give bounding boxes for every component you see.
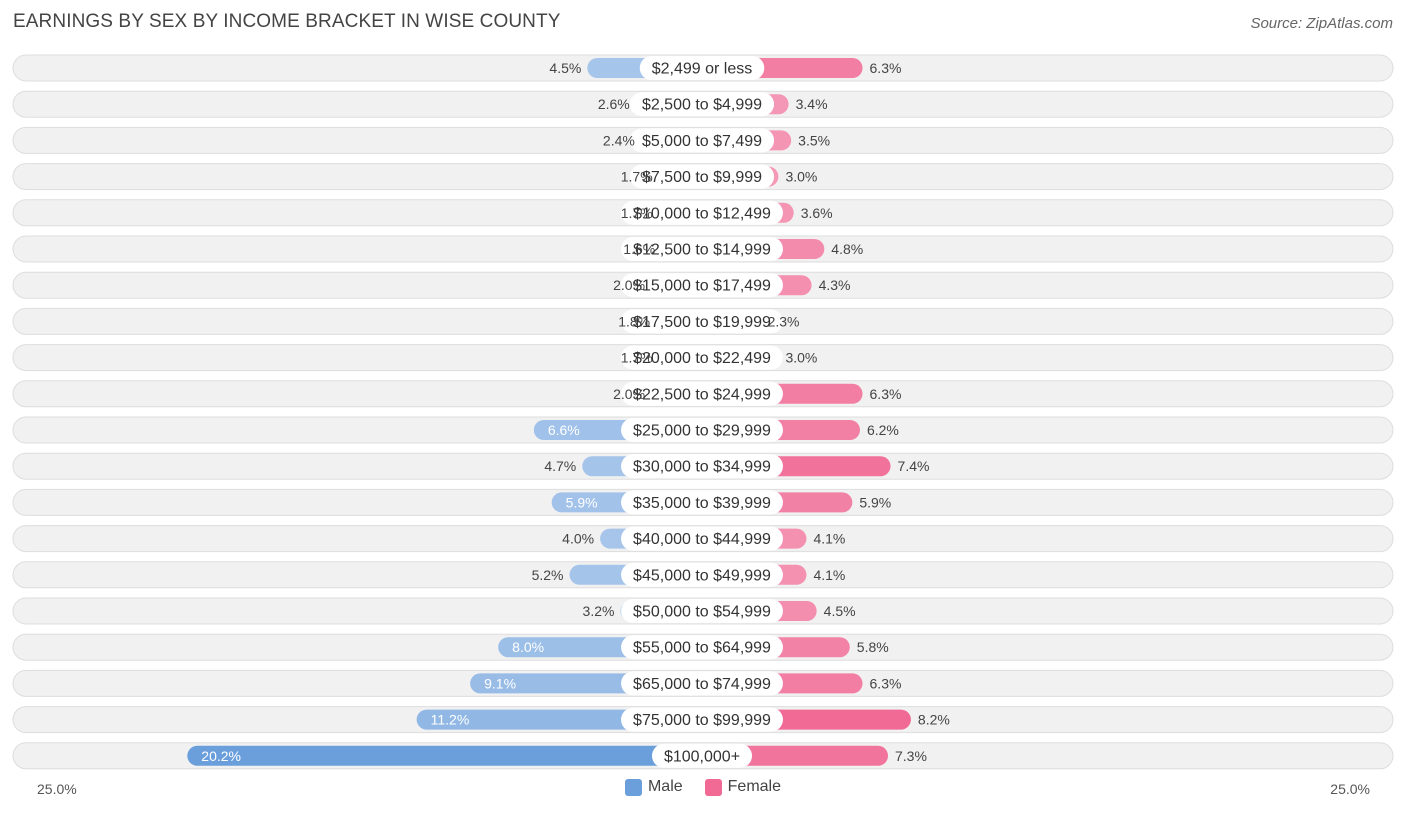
value-label-female: 8.2%	[918, 712, 950, 728]
value-label-male: 11.2%	[431, 712, 470, 728]
value-label-female: 3.0%	[785, 350, 817, 366]
category-pill	[621, 671, 783, 696]
value-label-male: 20.2%	[201, 748, 241, 764]
value-label-female: 2.3%	[768, 313, 800, 329]
value-label-male: 4.5%	[549, 60, 581, 76]
category-pill	[621, 345, 783, 370]
category-pill	[621, 599, 783, 623]
value-label-female: 6.3%	[870, 386, 902, 402]
legend-swatch-female	[704, 778, 722, 796]
value-label-female: 4.8%	[831, 241, 863, 257]
category-pill	[629, 164, 775, 189]
category-pill	[621, 635, 783, 660]
category-pill	[621, 381, 783, 406]
legend-label-female: Female	[727, 778, 782, 795]
value-label-male: 1.6%	[623, 241, 655, 257]
value-label-female: 3.4%	[796, 96, 828, 112]
axis-right-label: 25.0%	[1330, 781, 1370, 797]
value-label-male: 4.0%	[562, 531, 594, 547]
value-label-female: 7.3%	[895, 748, 927, 764]
legend-item-female[interactable]: Female	[704, 778, 782, 796]
bars-area: $2,499 or less 4.5% 6.3% $2,500 to $4,999 2.…	[12, 54, 1394, 770]
category-label: $35,000 to $39,999	[633, 495, 771, 512]
value-label-female: 3.0%	[785, 169, 817, 185]
category-pill	[621, 200, 783, 225]
category-label: $17,500 to $19,999	[633, 314, 771, 331]
value-label-female: 4.3%	[819, 277, 851, 293]
value-label-male: 3.2%	[583, 603, 615, 619]
value-label-female: 6.3%	[870, 675, 902, 691]
legend-swatch-male	[624, 778, 642, 796]
category-label: $20,000 to $22,499	[633, 350, 771, 367]
value-label-male: 8.0%	[512, 639, 544, 655]
category-label: $100,000+	[664, 748, 740, 765]
category-label: $2,499 or less	[652, 61, 753, 78]
category-pill	[621, 562, 783, 587]
category-pill	[621, 418, 783, 442]
category-label: $40,000 to $44,999	[633, 531, 771, 548]
category-label: $25,000 to $29,999	[633, 423, 771, 440]
value-label-female: 5.9%	[859, 494, 891, 510]
category-label: $7,500 to $9,999	[642, 169, 762, 186]
value-label-female: 6.2%	[867, 422, 899, 438]
category-pill	[621, 309, 783, 334]
category-label: $22,500 to $24,999	[633, 386, 771, 403]
value-label-female: 4.1%	[813, 567, 845, 583]
category-pill	[629, 128, 775, 153]
value-label-female: 7.4%	[898, 458, 930, 474]
value-label-male: 1.7%	[621, 169, 653, 185]
value-label-male: 9.1%	[484, 675, 516, 691]
category-pill	[639, 56, 765, 80]
value-label-male: 2.0%	[613, 386, 645, 402]
value-label-female: 3.6%	[801, 205, 833, 221]
category-pill	[621, 454, 783, 479]
category-label: $65,000 to $74,999	[633, 676, 771, 693]
category-label: $75,000 to $99,999	[633, 712, 771, 729]
value-label-male: 5.9%	[566, 494, 598, 510]
value-label-female: 5.8%	[857, 639, 889, 655]
legend-label-male: Male	[647, 778, 683, 795]
category-label: $50,000 to $54,999	[633, 604, 771, 621]
category-label: $55,000 to $64,999	[633, 640, 771, 657]
category-label: $15,000 to $17,499	[633, 278, 771, 295]
value-label-male: 2.4%	[603, 132, 635, 148]
value-label-female: 6.3%	[870, 60, 902, 76]
category-pill	[621, 273, 783, 298]
legend-item-male[interactable]: Male	[624, 778, 683, 796]
category-pill	[621, 237, 783, 261]
value-label-male: 5.2%	[532, 567, 564, 583]
value-label-female: 4.1%	[813, 531, 845, 547]
category-label: $45,000 to $49,999	[633, 567, 771, 584]
category-pill	[621, 707, 783, 732]
category-label: $2,500 to $4,999	[642, 97, 762, 114]
category-label: $5,000 to $7,499	[642, 133, 762, 150]
value-label-male: 1.7%	[621, 350, 653, 366]
value-label-female: 4.5%	[824, 603, 856, 619]
category-pill	[621, 490, 783, 515]
value-label-male: 1.8%	[618, 313, 650, 329]
bar-male	[187, 745, 702, 766]
category-pill	[629, 92, 775, 117]
category-pill	[621, 526, 783, 551]
category-label: $10,000 to $12,499	[633, 205, 771, 222]
legend: Male Female	[0, 778, 1406, 796]
chart-title: EARNINGS BY SEX BY INCOME BRACKET IN WIS…	[13, 11, 561, 32]
chart-source: Source: ZipAtlas.com	[1250, 15, 1393, 32]
category-pill	[651, 743, 753, 768]
value-label-female: 3.5%	[798, 132, 830, 148]
category-label: $12,500 to $14,999	[633, 242, 771, 259]
axis-left-label: 25.0%	[37, 781, 77, 797]
value-label-male: 2.0%	[613, 277, 645, 293]
value-label-male: 6.6%	[548, 422, 580, 438]
value-label-male: 2.6%	[598, 96, 630, 112]
value-label-male: 4.7%	[544, 458, 576, 474]
category-label: $30,000 to $34,999	[633, 459, 771, 476]
value-label-male: 1.7%	[621, 205, 653, 221]
